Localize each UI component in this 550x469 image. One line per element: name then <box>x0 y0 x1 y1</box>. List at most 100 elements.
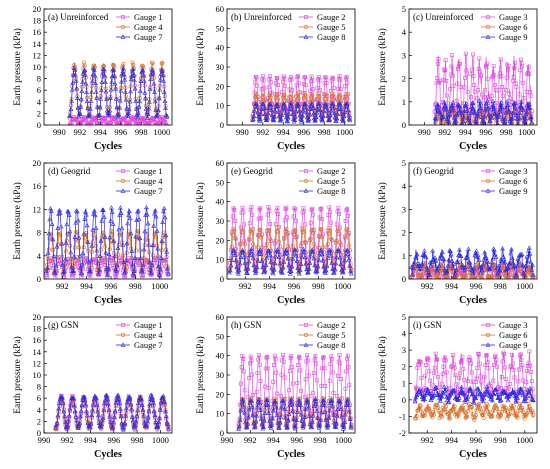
data-point <box>279 372 284 377</box>
data-point <box>500 246 505 251</box>
data-point <box>320 113 326 118</box>
data-point <box>142 118 147 123</box>
data-point <box>297 356 302 360</box>
data-point <box>81 117 86 122</box>
data-point <box>342 419 348 424</box>
data-point <box>246 415 251 420</box>
data-point <box>523 398 528 403</box>
data-point <box>427 391 433 396</box>
y-tick-label: 20 <box>33 312 42 322</box>
data-point <box>89 120 93 125</box>
data-point <box>482 249 487 255</box>
data-point <box>288 268 294 273</box>
data-point <box>433 116 439 121</box>
y-axis-label: Earth pressure (kPa) <box>377 336 388 414</box>
data-point <box>282 375 287 380</box>
data-point <box>315 106 320 111</box>
x-axis-label: Cycles <box>277 449 305 460</box>
data-point <box>132 77 137 83</box>
data-point <box>477 361 482 366</box>
data-point <box>345 207 350 212</box>
data-point <box>232 228 237 233</box>
x-tick-label: 996 <box>288 281 301 291</box>
data-point <box>468 110 474 115</box>
data-point <box>330 75 335 80</box>
data-point <box>307 260 313 265</box>
data-point <box>73 237 78 242</box>
data-point <box>321 264 327 269</box>
data-point <box>294 258 300 263</box>
data-point <box>481 395 487 401</box>
data-point <box>254 413 260 418</box>
x-tick-label: 996 <box>105 281 118 291</box>
data-point <box>61 275 66 279</box>
data-point <box>267 229 272 234</box>
data-point <box>344 227 349 232</box>
data-point <box>78 104 84 109</box>
x-tick-label: 992 <box>73 127 86 137</box>
data-point <box>525 364 530 368</box>
data-point <box>337 212 342 216</box>
data-point <box>479 379 484 384</box>
data-point <box>483 255 489 260</box>
data-point <box>435 76 440 81</box>
data-point <box>411 261 417 266</box>
y-tick-label: 10 <box>33 62 42 72</box>
data-point <box>287 369 292 374</box>
x-axis-label: Cycles <box>94 141 122 152</box>
data-point <box>246 258 252 264</box>
data-point <box>328 361 333 366</box>
data-point <box>316 425 322 430</box>
legend-marker <box>121 332 126 337</box>
data-point <box>483 103 489 108</box>
data-point <box>93 236 98 241</box>
data-point <box>239 250 245 255</box>
data-point <box>149 394 155 399</box>
data-point <box>263 402 269 407</box>
x-tick-label: 992 <box>438 127 451 137</box>
data-point <box>265 212 270 217</box>
data-point <box>317 94 322 99</box>
data-point <box>85 420 91 425</box>
data-point <box>477 264 483 270</box>
data-point <box>79 402 85 408</box>
data-point <box>450 73 455 78</box>
data-point <box>156 107 161 113</box>
data-point <box>438 411 443 416</box>
data-point <box>46 231 52 236</box>
data-point <box>232 208 237 212</box>
data-point <box>512 375 517 380</box>
data-point <box>249 205 254 210</box>
data-point <box>470 100 476 105</box>
data-point <box>476 67 481 71</box>
data-point <box>330 101 336 107</box>
x-tick-label: 992 <box>61 435 74 445</box>
data-point <box>151 400 156 405</box>
data-point <box>126 110 132 116</box>
data-point <box>61 409 67 414</box>
data-point <box>109 79 115 84</box>
data-point <box>281 352 285 357</box>
data-point <box>72 234 78 239</box>
data-point <box>322 96 327 101</box>
data-point <box>528 259 534 265</box>
data-point <box>461 280 464 283</box>
data-point <box>113 86 119 91</box>
data-point <box>320 217 324 222</box>
data-point <box>268 80 273 85</box>
data-point <box>87 111 93 117</box>
data-point <box>526 245 532 250</box>
data-point <box>153 214 159 219</box>
data-point <box>100 207 106 212</box>
data-point <box>315 86 320 90</box>
data-point <box>299 418 305 423</box>
data-point <box>93 89 99 94</box>
data-point <box>520 405 525 410</box>
series-line-3 <box>69 67 168 120</box>
data-point <box>339 111 344 116</box>
data-point <box>157 119 162 124</box>
data-point <box>530 272 536 277</box>
y-tick-label: 1 <box>402 251 406 261</box>
data-point <box>71 254 77 259</box>
data-point <box>478 391 484 397</box>
